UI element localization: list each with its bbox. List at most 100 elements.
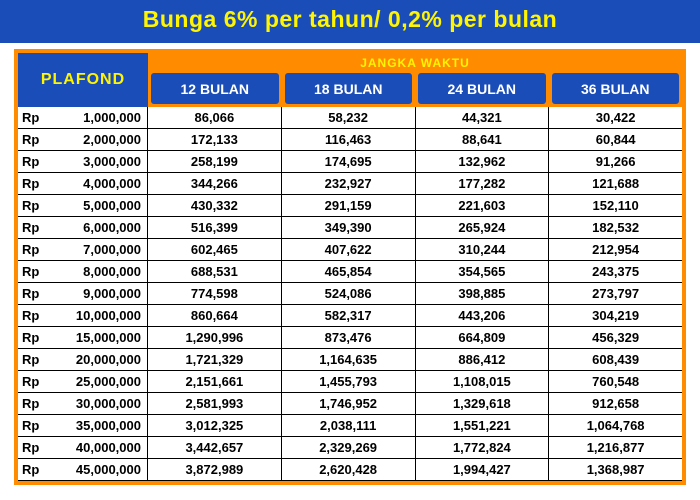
currency-label: Rp (22, 176, 46, 191)
value-cell: 132,962 (416, 151, 550, 172)
plafond-cell: Rp3,000,000 (18, 151, 148, 172)
value-cell: 3,442,657 (148, 437, 282, 458)
value-cell: 304,219 (549, 305, 682, 326)
period-header-cell: 36 BULAN (552, 73, 680, 104)
currency-label: Rp (22, 418, 46, 433)
currency-label: Rp (22, 396, 46, 411)
value-cell: 310,244 (416, 239, 550, 260)
plafond-cell: Rp45,000,000 (18, 459, 148, 480)
value-cell: 232,927 (282, 173, 416, 194)
plafond-cell: Rp5,000,000 (18, 195, 148, 216)
value-cell: 456,329 (549, 327, 682, 348)
value-cell: 1,746,952 (282, 393, 416, 414)
value-cell: 354,565 (416, 261, 550, 282)
value-cell: 1,368,987 (549, 459, 682, 480)
value-cell: 2,581,993 (148, 393, 282, 414)
value-cell: 465,854 (282, 261, 416, 282)
currency-label: Rp (22, 132, 46, 147)
currency-label: Rp (22, 352, 46, 367)
plafond-amount: 5,000,000 (46, 198, 141, 213)
plafond-amount: 15,000,000 (46, 330, 141, 345)
period-header-cell: 18 BULAN (285, 73, 413, 104)
value-cell: 58,232 (282, 107, 416, 128)
plafond-amount: 40,000,000 (46, 440, 141, 455)
plafond-cell: Rp40,000,000 (18, 437, 148, 458)
periods-cells: 12 BULAN18 BULAN24 BULAN36 BULAN (148, 73, 682, 107)
plafond-amount: 20,000,000 (46, 352, 141, 367)
value-cell: 912,658 (549, 393, 682, 414)
value-cell: 243,375 (549, 261, 682, 282)
currency-label: Rp (22, 440, 46, 455)
plafond-cell: Rp6,000,000 (18, 217, 148, 238)
plafond-amount: 30,000,000 (46, 396, 141, 411)
plafond-amount: 8,000,000 (46, 264, 141, 279)
table-row: Rp25,000,0002,151,6611,455,7931,108,0157… (18, 371, 682, 393)
value-cell: 344,266 (148, 173, 282, 194)
value-cell: 265,924 (416, 217, 550, 238)
value-cell: 121,688 (549, 173, 682, 194)
table-row: Rp15,000,0001,290,996873,476664,809456,3… (18, 327, 682, 349)
value-cell: 407,622 (282, 239, 416, 260)
plafond-amount: 1,000,000 (46, 110, 141, 125)
table-row: Rp8,000,000688,531465,854354,565243,375 (18, 261, 682, 283)
value-cell: 398,885 (416, 283, 550, 304)
value-cell: 760,548 (549, 371, 682, 392)
value-cell: 88,641 (416, 129, 550, 150)
currency-label: Rp (22, 198, 46, 213)
plafond-cell: Rp8,000,000 (18, 261, 148, 282)
value-cell: 1,455,793 (282, 371, 416, 392)
plafond-cell: Rp4,000,000 (18, 173, 148, 194)
plafond-amount: 4,000,000 (46, 176, 141, 191)
value-cell: 3,872,989 (148, 459, 282, 480)
plafond-amount: 7,000,000 (46, 242, 141, 257)
value-cell: 2,151,661 (148, 371, 282, 392)
currency-label: Rp (22, 286, 46, 301)
periods-header-wrap: JANGKA WAKTU 12 BULAN18 BULAN24 BULAN36 … (148, 53, 682, 107)
currency-label: Rp (22, 308, 46, 323)
value-cell: 430,332 (148, 195, 282, 216)
plafond-amount: 25,000,000 (46, 374, 141, 389)
table-row: Rp7,000,000602,465407,622310,244212,954 (18, 239, 682, 261)
plafond-cell: Rp10,000,000 (18, 305, 148, 326)
value-cell: 2,620,428 (282, 459, 416, 480)
currency-label: Rp (22, 220, 46, 235)
plafond-cell: Rp25,000,000 (18, 371, 148, 392)
value-cell: 258,199 (148, 151, 282, 172)
value-cell: 688,531 (148, 261, 282, 282)
period-header-cell: 12 BULAN (151, 73, 279, 104)
plafond-amount: 6,000,000 (46, 220, 141, 235)
value-cell: 1,164,635 (282, 349, 416, 370)
table-header: PLAFOND JANGKA WAKTU 12 BULAN18 BULAN24 … (18, 53, 682, 107)
value-cell: 152,110 (549, 195, 682, 216)
table-row: Rp40,000,0003,442,6572,329,2691,772,8241… (18, 437, 682, 459)
value-cell: 91,266 (549, 151, 682, 172)
value-cell: 1,721,329 (148, 349, 282, 370)
table-row: Rp45,000,0003,872,9892,620,4281,994,4271… (18, 459, 682, 481)
plafond-amount: 10,000,000 (46, 308, 141, 323)
value-cell: 182,532 (549, 217, 682, 238)
value-cell: 516,399 (148, 217, 282, 238)
value-cell: 886,412 (416, 349, 550, 370)
table-row: Rp2,000,000172,133116,46388,64160,844 (18, 129, 682, 151)
value-cell: 44,321 (416, 107, 550, 128)
value-cell: 221,603 (416, 195, 550, 216)
plafond-amount: 3,000,000 (46, 154, 141, 169)
value-cell: 291,159 (282, 195, 416, 216)
value-cell: 602,465 (148, 239, 282, 260)
interest-banner: Bunga 6% per tahun/ 0,2% per bulan (0, 0, 700, 43)
table-row: Rp20,000,0001,721,3291,164,635886,412608… (18, 349, 682, 371)
value-cell: 273,797 (549, 283, 682, 304)
table-row: Rp30,000,0002,581,9931,746,9521,329,6189… (18, 393, 682, 415)
value-cell: 60,844 (549, 129, 682, 150)
value-cell: 174,695 (282, 151, 416, 172)
value-cell: 1,290,996 (148, 327, 282, 348)
value-cell: 524,086 (282, 283, 416, 304)
table-row: Rp4,000,000344,266232,927177,282121,688 (18, 173, 682, 195)
currency-label: Rp (22, 110, 46, 125)
value-cell: 1,994,427 (416, 459, 550, 480)
value-cell: 860,664 (148, 305, 282, 326)
value-cell: 2,038,111 (282, 415, 416, 436)
plafond-cell: Rp20,000,000 (18, 349, 148, 370)
value-cell: 1,551,221 (416, 415, 550, 436)
table-body: Rp1,000,00086,06658,23244,32130,422Rp2,0… (18, 107, 682, 481)
